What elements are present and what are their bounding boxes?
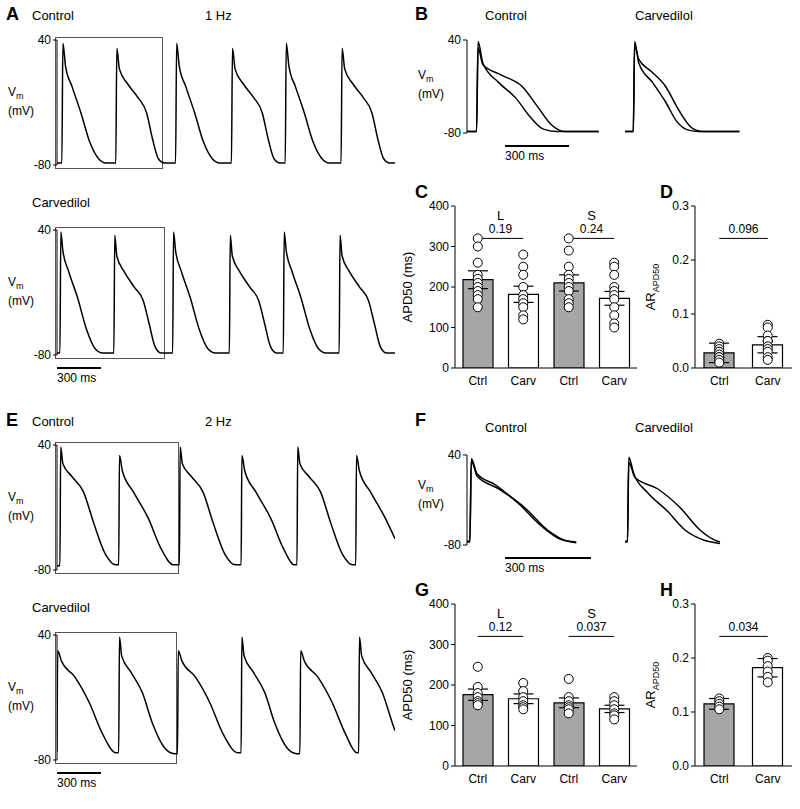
html-text:APD50 (ms): APD50 (ms) bbox=[399, 251, 415, 323]
html-text:A: A bbox=[6, 4, 19, 24]
svg-text:-80: -80 bbox=[444, 538, 462, 552]
svg-text:40: 40 bbox=[38, 438, 52, 452]
html-text:300 ms: 300 ms bbox=[505, 561, 545, 575]
html-text:(mV): (mV) bbox=[418, 497, 444, 512]
html-text:300 ms: 300 ms bbox=[57, 371, 97, 385]
svg-text:Carv: Carv bbox=[511, 772, 536, 786]
svg-text:200: 200 bbox=[429, 280, 449, 294]
svg-text:Ctrl: Ctrl bbox=[559, 772, 578, 786]
html-text:AR: AR bbox=[643, 690, 659, 709]
html-text:Vm: Vm bbox=[418, 68, 434, 85]
svg-text:L: L bbox=[497, 208, 504, 223]
svg-text:Ctrl: Ctrl bbox=[710, 772, 729, 786]
svg-text:400: 400 bbox=[429, 598, 449, 611]
html-text:D: D bbox=[660, 182, 673, 202]
svg-text:-80: -80 bbox=[34, 158, 52, 172]
html-text:2 Hz: 2 Hz bbox=[205, 414, 232, 429]
svg-text:Ctrl: Ctrl bbox=[710, 374, 729, 388]
svg-text:S: S bbox=[587, 208, 596, 223]
html-text:B: B bbox=[415, 4, 428, 24]
svg-text:-80: -80 bbox=[34, 348, 52, 362]
html-text:Vm: Vm bbox=[8, 680, 24, 697]
svg-text:L: L bbox=[497, 606, 504, 621]
html-text:Carvedilol: Carvedilol bbox=[635, 420, 693, 435]
html-text:F: F bbox=[415, 410, 426, 430]
svg-text:0.1: 0.1 bbox=[672, 705, 689, 719]
svg-text:0.3: 0.3 bbox=[672, 598, 689, 611]
svg-text:Ctrl: Ctrl bbox=[468, 374, 487, 388]
html-text:H: H bbox=[660, 580, 673, 600]
html-text:(mV): (mV) bbox=[8, 294, 34, 309]
svg-text:0.0: 0.0 bbox=[672, 361, 689, 375]
html-text:Vm: Vm bbox=[8, 85, 24, 102]
html-text:C: C bbox=[415, 182, 428, 202]
svg-text:200: 200 bbox=[429, 678, 449, 692]
svg-text:0.037: 0.037 bbox=[576, 620, 606, 634]
html-text:(mV): (mV) bbox=[418, 87, 444, 102]
svg-text:300: 300 bbox=[429, 638, 449, 652]
svg-text:0.034: 0.034 bbox=[728, 620, 758, 634]
svg-text:40: 40 bbox=[448, 33, 462, 47]
svg-text:400: 400 bbox=[429, 200, 449, 213]
svg-text:40: 40 bbox=[38, 628, 52, 642]
svg-text:300: 300 bbox=[429, 240, 449, 254]
svg-text:Carv: Carv bbox=[511, 374, 536, 388]
html-text:(mV): (mV) bbox=[8, 104, 34, 119]
html-text:Carvedilol: Carvedilol bbox=[32, 600, 90, 615]
html-text:(mV): (mV) bbox=[8, 509, 34, 524]
html-text:Control: Control bbox=[32, 414, 74, 429]
html-text:Vm: Vm bbox=[8, 275, 24, 292]
svg-text:0.3: 0.3 bbox=[672, 200, 689, 213]
html-text:APD50: APD50 bbox=[650, 661, 661, 691]
html-text:(mV): (mV) bbox=[8, 699, 34, 714]
html-text:E: E bbox=[6, 410, 18, 430]
html-text:300 ms: 300 ms bbox=[57, 776, 97, 790]
svg-text:0.19: 0.19 bbox=[489, 222, 513, 236]
html-text:Vm: Vm bbox=[418, 478, 434, 495]
html-text:Carvedilol: Carvedilol bbox=[635, 8, 693, 23]
html-text:G: G bbox=[415, 580, 429, 600]
html-text:APD50: APD50 bbox=[650, 263, 661, 293]
svg-text:100: 100 bbox=[429, 719, 449, 733]
html-text:Control: Control bbox=[32, 8, 74, 23]
svg-text:-80: -80 bbox=[34, 563, 52, 577]
svg-text:0.2: 0.2 bbox=[672, 651, 689, 665]
svg-text:-80: -80 bbox=[444, 126, 462, 140]
svg-text:Carv: Carv bbox=[602, 374, 627, 388]
svg-text:0: 0 bbox=[442, 759, 449, 773]
svg-text:Carv: Carv bbox=[755, 374, 780, 388]
svg-text:0.096: 0.096 bbox=[728, 222, 758, 236]
html-text:APD50 (ms): APD50 (ms) bbox=[399, 649, 415, 721]
svg-text:Carv: Carv bbox=[755, 772, 780, 786]
html-text:1 Hz: 1 Hz bbox=[205, 8, 232, 23]
svg-text:S: S bbox=[587, 606, 596, 621]
html-text:Control: Control bbox=[485, 8, 527, 23]
svg-text:0.24: 0.24 bbox=[580, 222, 604, 236]
svg-text:Carv: Carv bbox=[602, 772, 627, 786]
svg-text:40: 40 bbox=[38, 33, 52, 47]
svg-text:0.12: 0.12 bbox=[489, 620, 513, 634]
svg-text:100: 100 bbox=[429, 321, 449, 335]
html-text:Vm: Vm bbox=[8, 490, 24, 507]
svg-text:40: 40 bbox=[448, 448, 462, 462]
svg-text:0.0: 0.0 bbox=[672, 759, 689, 773]
svg-text:0.1: 0.1 bbox=[672, 307, 689, 321]
html-text:AR: AR bbox=[643, 292, 659, 311]
svg-text:-80: -80 bbox=[34, 753, 52, 767]
svg-text:40: 40 bbox=[38, 223, 52, 237]
svg-text:0.2: 0.2 bbox=[672, 253, 689, 267]
svg-text:Ctrl: Ctrl bbox=[468, 772, 487, 786]
svg-text:0: 0 bbox=[442, 361, 449, 375]
svg-text:Ctrl: Ctrl bbox=[559, 374, 578, 388]
html-text:300 ms: 300 ms bbox=[505, 149, 545, 163]
html-text:Control: Control bbox=[485, 420, 527, 435]
html-text:Carvedilol: Carvedilol bbox=[32, 195, 90, 210]
